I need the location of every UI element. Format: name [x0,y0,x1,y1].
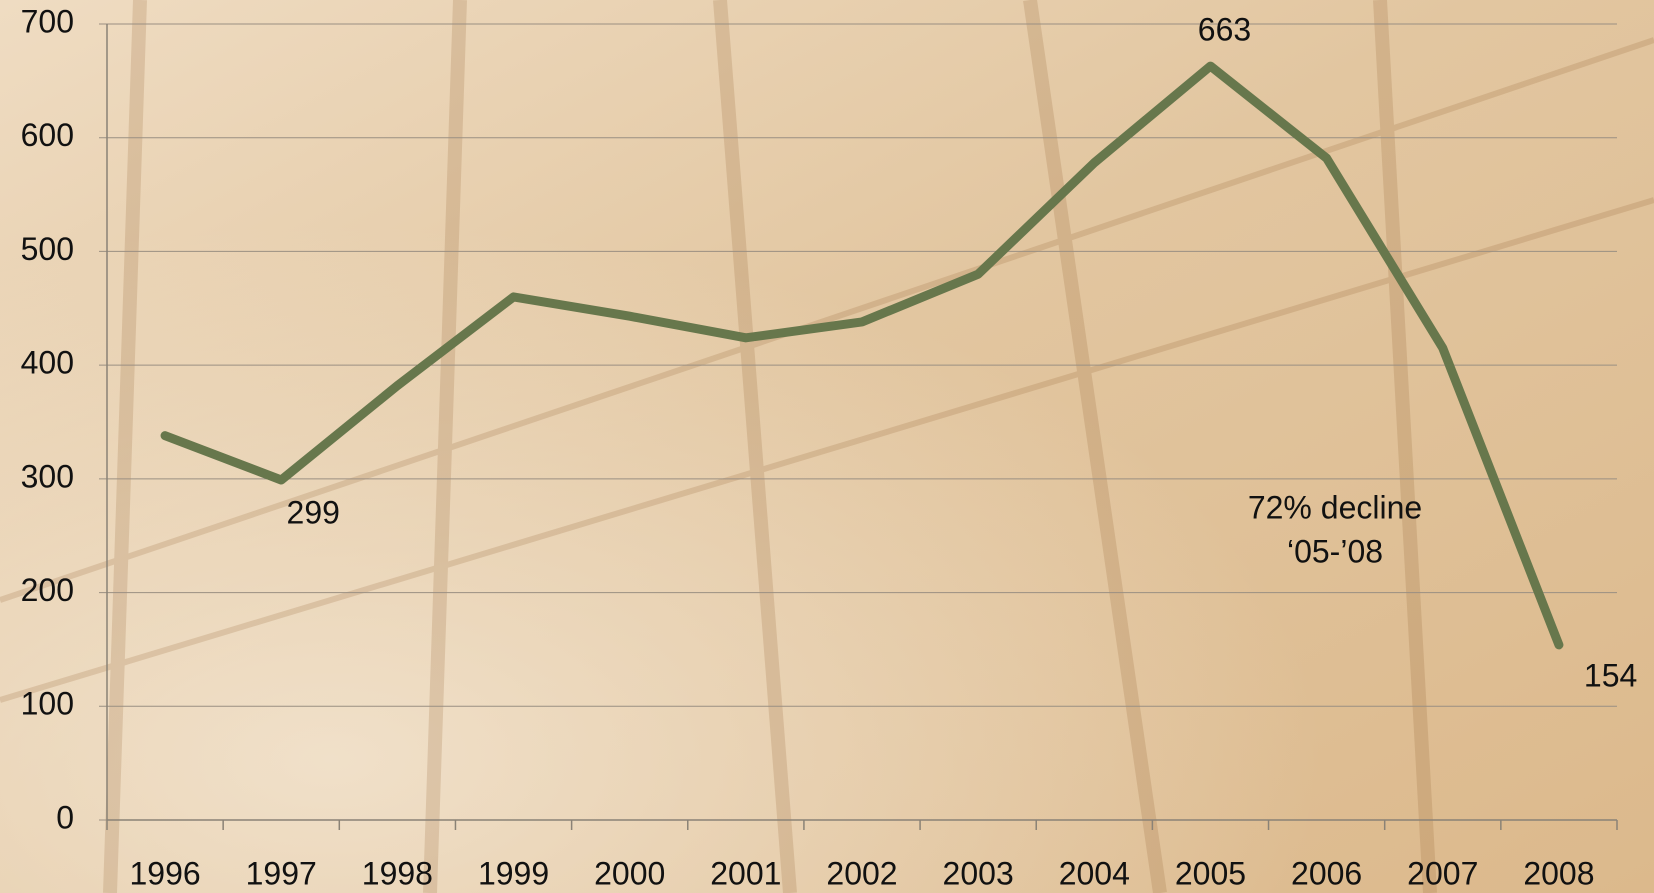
y-tick-label: 600 [21,117,74,153]
chart: 0 100 200 300 400 500 600 700 1996 1997 1998 1999 20… [0,0,1654,893]
x-tick-label: 2000 [594,855,665,891]
x-tick-label: 2004 [1059,855,1130,891]
y-tick-label: 100 [21,686,74,722]
x-tick-label: 2005 [1175,855,1246,891]
x-tick-label: 2001 [710,855,781,891]
page: 0 100 200 300 400 500 600 700 1996 1997 1998 1999 20… [0,0,1654,893]
annotation: ‘05-’08 [1287,533,1383,569]
y-tick-label: 400 [21,345,74,381]
x-tick-label: 2006 [1291,855,1362,891]
y-tick-label: 700 [21,3,74,39]
x-tick-label: 1997 [246,855,317,891]
x-tick-label: 1996 [129,855,200,891]
x-tick-label: 1998 [362,855,433,891]
y-tick-label: 500 [21,231,74,267]
annotation: 72% decline [1248,489,1422,525]
y-tick-label: 300 [21,458,74,494]
x-tick-label: 2008 [1523,855,1594,891]
x-tick-label: 2007 [1407,855,1478,891]
x-tick-label: 2003 [943,855,1014,891]
x-tick-label: 1999 [478,855,549,891]
data-label: 663 [1198,12,1251,48]
data-label: 154 [1584,657,1637,693]
y-tick-label: 200 [21,572,74,608]
y-tick-label: 0 [56,799,74,835]
x-tick-label: 2002 [826,855,897,891]
data-label: 299 [287,494,340,530]
